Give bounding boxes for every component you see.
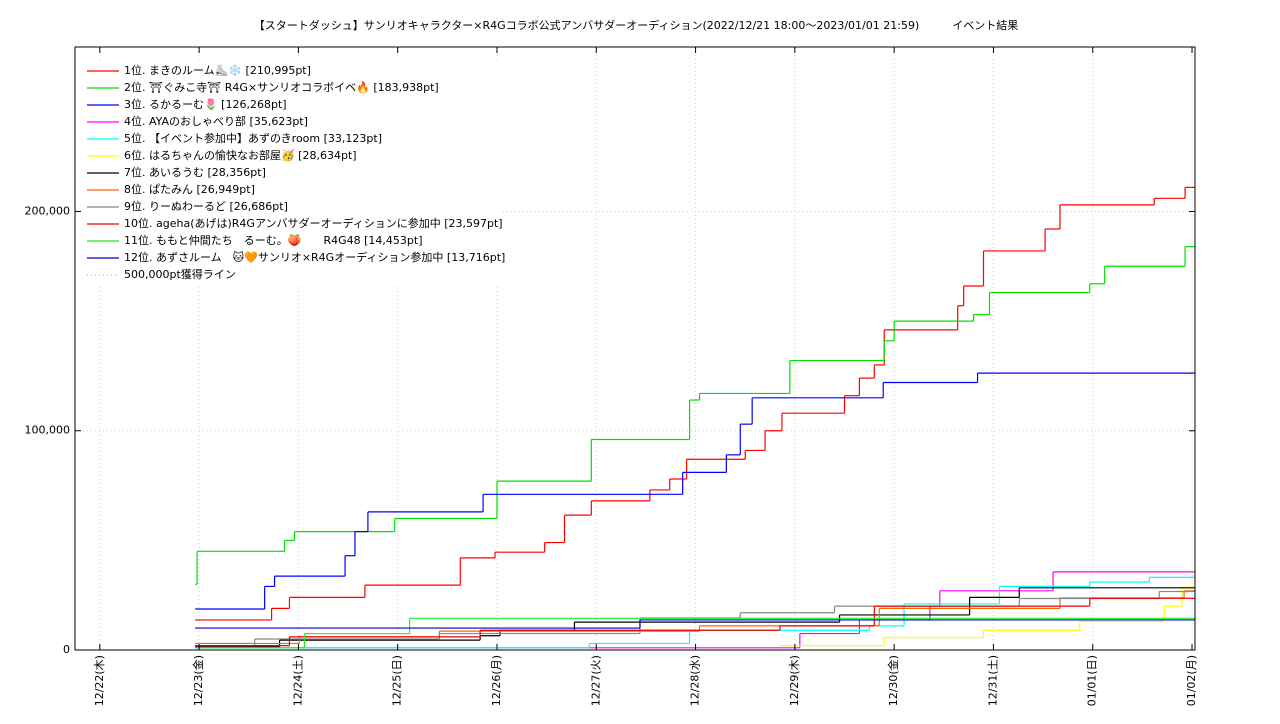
legend-label: 6位. はるちゃんの愉快なお部屋🥳 [28,634pt] xyxy=(124,148,357,162)
legend-label: 8位. ぱたみん [26,949pt] xyxy=(124,182,255,196)
legend-label: 2位. ⛩ぐみこ寺⛩ R4G×サンリオコラボイベ🔥 [183,938pt] xyxy=(124,80,439,94)
x-tick-label: 12/29(木) xyxy=(788,655,801,706)
legend-label: 3位. るかるーむ🌷 [126,268pt] xyxy=(124,97,287,111)
x-tick-label: 12/23(金) xyxy=(191,655,205,706)
legend-label: 7位. あいるうむ [28,356pt] xyxy=(124,165,266,179)
legend-label: 11位. ももと仲間たち るーむ。🍑 R4G48 [14,453pt] xyxy=(124,233,423,247)
x-tick-label: 12/30(金) xyxy=(886,655,900,706)
plot-frame xyxy=(74,46,1196,651)
x-tick-label: 12/22(木) xyxy=(93,655,106,706)
y-tick-label: 0 xyxy=(63,643,70,656)
legend-label: 1位. まきのルーム⛸️❄️ [210,995pt] xyxy=(124,63,311,77)
x-tick-label: 12/25(日) xyxy=(391,655,404,706)
legend: 1位. まきのルーム⛸️❄️ [210,995pt] 2位. ⛩ぐみこ寺⛩ R4G… xyxy=(80,60,505,287)
chart-title: 【スタートダッシュ】サンリオキャラクター×R4Gコラボ公式アンバサダーオーディシ… xyxy=(254,18,1019,32)
legend-label: 4位. AYAのおしゃべり部 [35,623pt] xyxy=(124,114,308,128)
y-tick-label: 100,000 xyxy=(25,424,71,437)
x-tick-label: 12/31(土) xyxy=(986,655,999,706)
x-tick-label: 12/24(土) xyxy=(291,655,304,706)
x-tick-label: 12/26(月) xyxy=(490,655,503,706)
legend-label: 500,000pt獲得ライン xyxy=(124,268,236,281)
legend-label: 5位. 【イベント参加中】あずのきroom [33,123pt] xyxy=(124,131,382,145)
legend-label: 10位. ageha(あげは)R4Gアンバサダーオーディションに参加中 [23,… xyxy=(124,216,503,230)
legend-label: 9位. りーぬわーるど [26,686pt] xyxy=(124,199,288,213)
x-tick-label: 12/27(火) xyxy=(589,655,602,706)
x-tick-label: 01/01(日) xyxy=(1086,655,1099,706)
y-tick-label: 200,000 xyxy=(25,204,71,217)
legend-label: 12位. あずさルーム 🐱🧡サンリオ×R4Gオーディション参加中 [13,716… xyxy=(124,250,505,264)
plot-area xyxy=(195,186,1195,649)
x-tick-label: 01/02(月) xyxy=(1185,655,1198,706)
legend-box xyxy=(80,60,500,287)
x-tick-label: 12/28(水) xyxy=(689,655,702,706)
